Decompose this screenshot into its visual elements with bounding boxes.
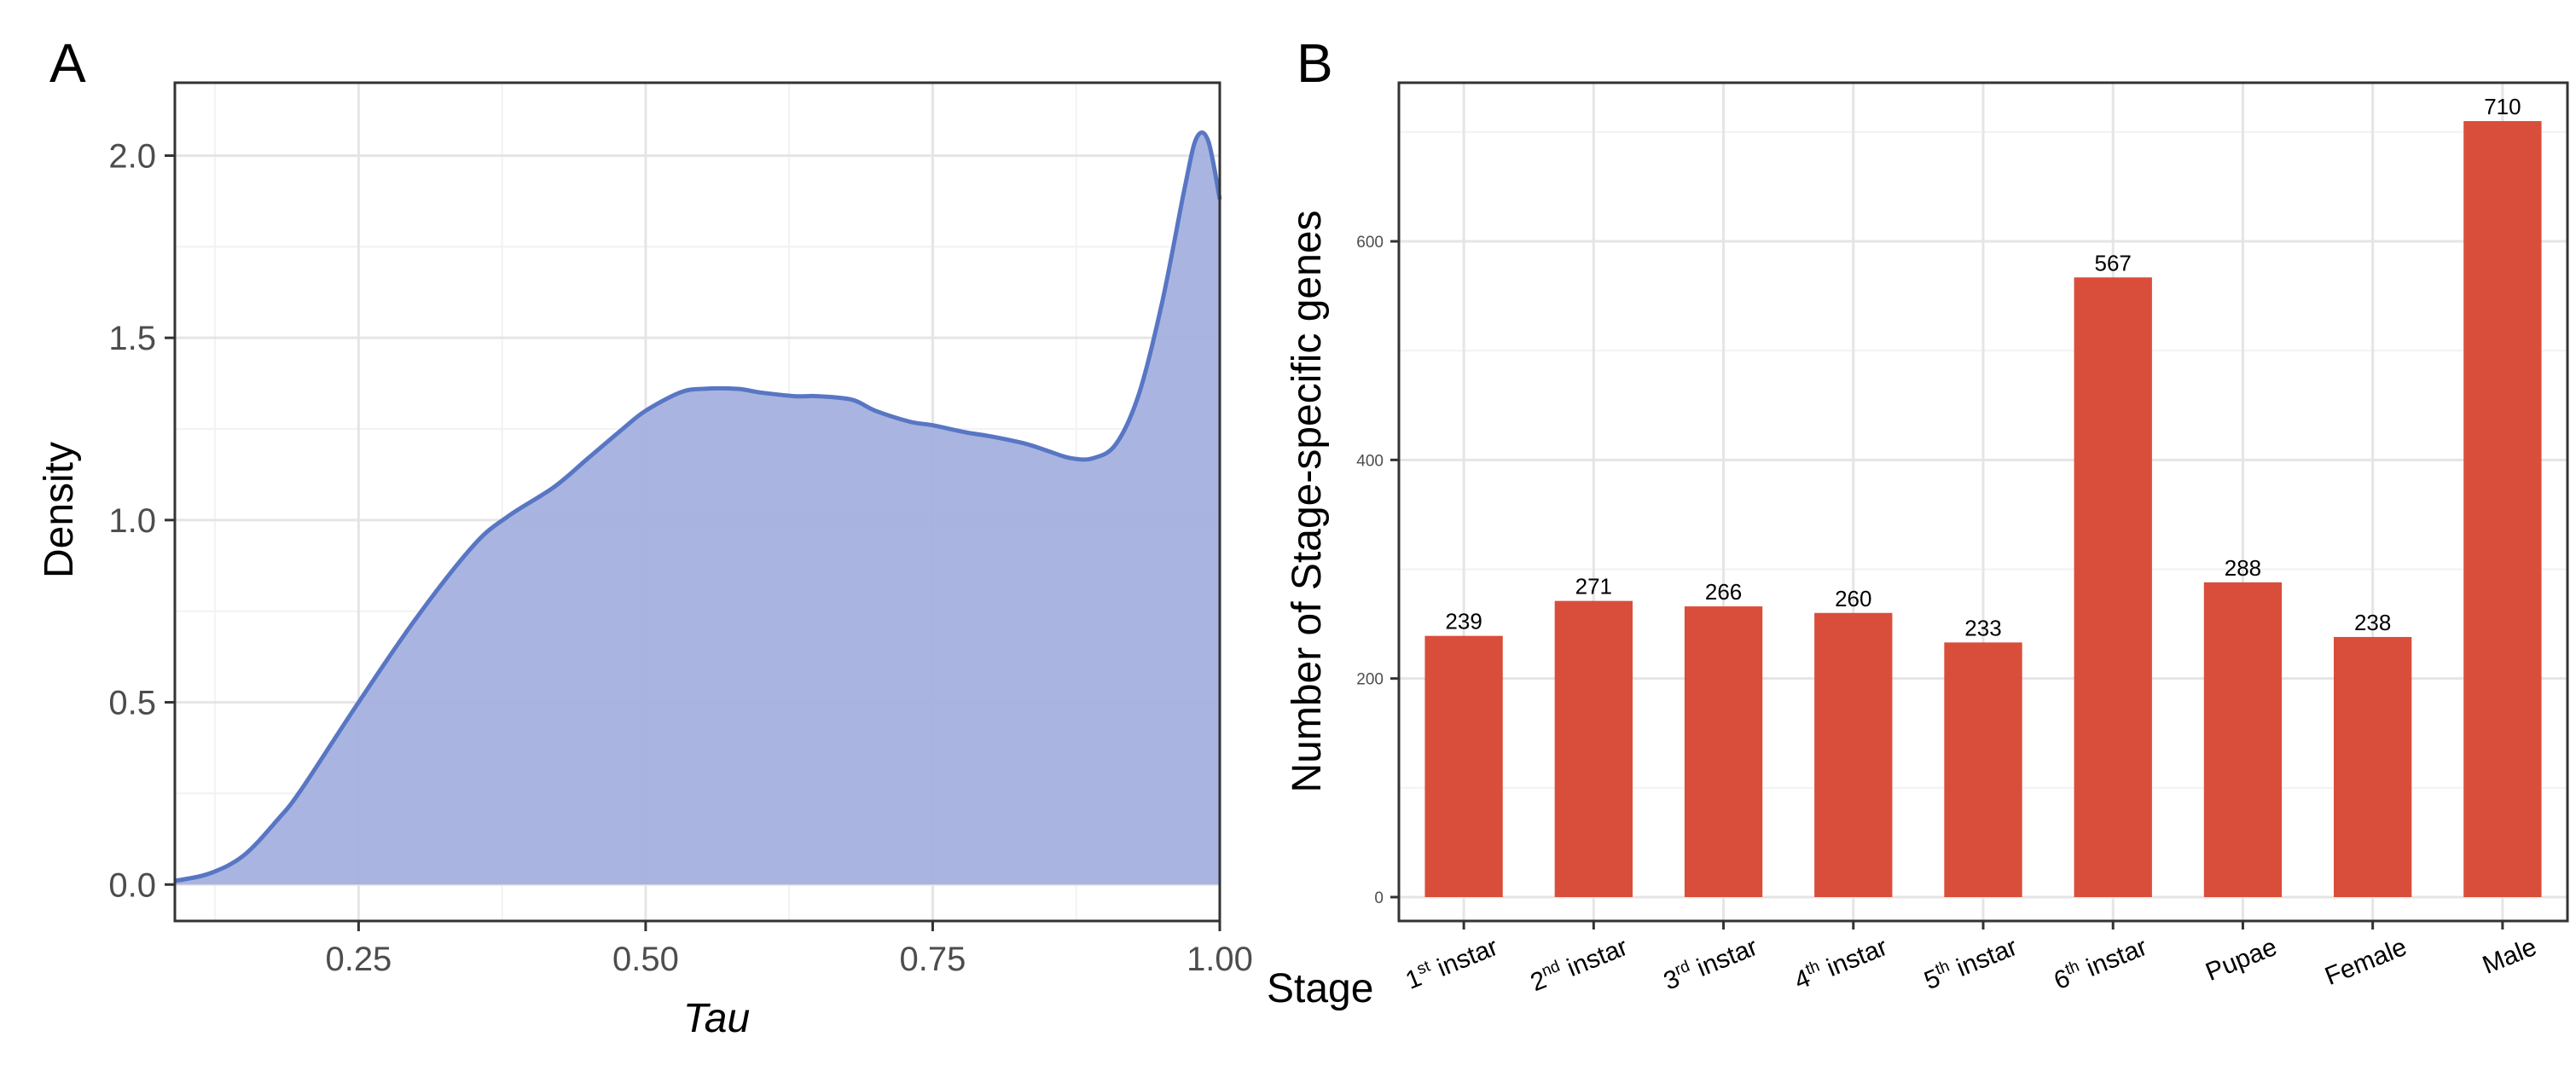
panel-b-bar-chart: 239 271 266 260 233 567 288 238 710 0 200 400 600 1…: [1267, 81, 2569, 1011]
panel-b-x-axis-title: Stage: [1267, 966, 1373, 1011]
bar: [2203, 582, 2283, 897]
bar: [1554, 600, 1633, 897]
category-label-superscript: th: [2063, 958, 2082, 979]
panel-a-y-tick-label: 1.5: [108, 320, 156, 357]
bar: [1424, 635, 1503, 897]
bar-value-label: 260: [1835, 586, 1871, 611]
category-label-rest: instar: [1816, 933, 1891, 985]
panel-label-a: A: [49, 32, 86, 94]
category-label: Female: [2321, 933, 2411, 991]
panel-a-ticks: 0.25 0.50 0.75 1.00 0.0 0.5 1.0 1.5 2.0: [108, 137, 1253, 978]
panel-a-y-axis-title: Density: [37, 442, 82, 578]
panel-a-x-axis-title: Tau: [683, 996, 750, 1041]
bar: [2074, 277, 2152, 897]
category-label-main: Male: [2479, 933, 2541, 980]
panel-b-value-labels: 239 271 266 260 233 567 288 238 710: [1445, 94, 2521, 640]
bar-value-label: 271: [1575, 574, 1612, 599]
category-label: 6th instar: [2050, 931, 2151, 995]
panel-a-frame: [173, 81, 1221, 923]
category-label: Pupae: [2202, 933, 2281, 987]
category-label: Male: [2479, 933, 2541, 980]
panel-a-x-tick-label: 0.25: [325, 941, 392, 978]
bar-value-label: 239: [1445, 609, 1482, 634]
category-label: 5th instar: [1920, 931, 2022, 995]
panel-b-category-labels: 1st instar 2nd instar 3rd instar 4th instar…: [1401, 931, 2541, 997]
category-label-rest: instar: [1427, 933, 1502, 985]
panel-b-bars: [1424, 121, 2542, 897]
bar-value-label: 233: [1964, 615, 2001, 640]
bar-value-label: 567: [2095, 250, 2132, 275]
category-label-superscript: th: [1933, 958, 1952, 979]
category-label: 1st instar: [1401, 931, 1502, 995]
bar-value-label: 266: [1705, 579, 1742, 605]
category-label: 2nd instar: [1526, 931, 1632, 997]
panel-a-density-plot: 0.25 0.50 0.75 1.00 0.0 0.5 1.0 1.5 2.0 Tau Dens…: [37, 81, 1253, 1041]
panel-a-y-tick-label: 0.0: [108, 866, 156, 904]
category-label-superscript: rd: [1673, 958, 1693, 980]
category-label-main: Pupae: [2202, 933, 2281, 987]
bar: [2334, 636, 2412, 897]
category-label-rest: instar: [1557, 933, 1632, 985]
category-label: 3rd instar: [1659, 931, 1761, 996]
category-label-rest: instar: [1686, 933, 1761, 985]
bar-value-label: 288: [2225, 555, 2261, 581]
category-label-rest: instar: [2076, 933, 2151, 985]
panel-b-y-tick-label: 600: [1356, 234, 1384, 252]
panel-a-y-tick-label: 0.5: [108, 685, 156, 722]
panel-a-y-tick-label: 2.0: [108, 137, 156, 175]
density-area-fill: [175, 132, 1220, 885]
panel-b-y-tick-label: 200: [1356, 671, 1384, 689]
density-curve-line: [174, 130, 1222, 883]
bar-value-label: 238: [2354, 610, 2391, 635]
category-label: 4th instar: [1790, 931, 1891, 995]
panel-a-x-tick-label: 0.50: [612, 941, 679, 978]
category-label-main: Female: [2321, 933, 2411, 991]
bar: [1944, 642, 2022, 897]
panel-b-y-tick-label: 0: [1374, 889, 1384, 907]
panel-a-x-tick-label: 0.75: [900, 941, 966, 978]
panel-b-ticks: 0 200 400 600: [1356, 234, 2504, 930]
panel-label-b: B: [1297, 32, 1333, 94]
bar: [2463, 121, 2542, 897]
bar: [1814, 612, 1893, 897]
category-label-rest: instar: [1947, 933, 2022, 985]
panel-a-x-tick-label: 1.00: [1186, 941, 1253, 978]
panel-a-y-tick-label: 1.0: [108, 502, 156, 540]
panel-b-y-axis-title: Number of Stage-specific genes: [1285, 210, 1330, 792]
panel-b-y-tick-label: 400: [1356, 452, 1384, 470]
bar-value-label: 710: [2484, 94, 2521, 119]
category-label-superscript: th: [1803, 958, 1823, 979]
bar: [1684, 606, 1763, 897]
